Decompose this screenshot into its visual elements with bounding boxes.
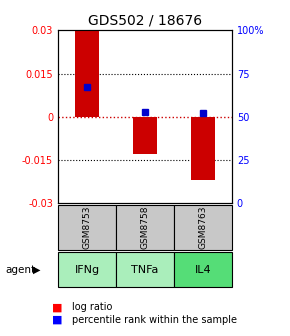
Text: IL4: IL4 (195, 265, 211, 275)
Bar (174, 252, 232, 287)
Text: TNFa: TNFa (131, 265, 159, 275)
Text: percentile rank within the sample: percentile rank within the sample (72, 315, 238, 325)
Bar (133, 117, 157, 154)
Bar (58, 252, 116, 287)
Text: GSM8753: GSM8753 (82, 206, 92, 249)
Text: ■: ■ (52, 302, 63, 312)
Text: GDS502 / 18676: GDS502 / 18676 (88, 13, 202, 27)
Text: GSM8758: GSM8758 (140, 206, 150, 249)
Text: ▶: ▶ (33, 265, 41, 275)
Bar (191, 117, 215, 180)
Bar (116, 205, 174, 250)
Text: IFNg: IFNg (75, 265, 99, 275)
Text: agent: agent (6, 265, 36, 275)
Text: log ratio: log ratio (72, 302, 113, 312)
Bar (174, 205, 232, 250)
Text: GSM8763: GSM8763 (198, 206, 208, 249)
Bar (58, 205, 116, 250)
Bar (75, 30, 99, 117)
Text: ■: ■ (52, 315, 63, 325)
Bar (116, 252, 174, 287)
